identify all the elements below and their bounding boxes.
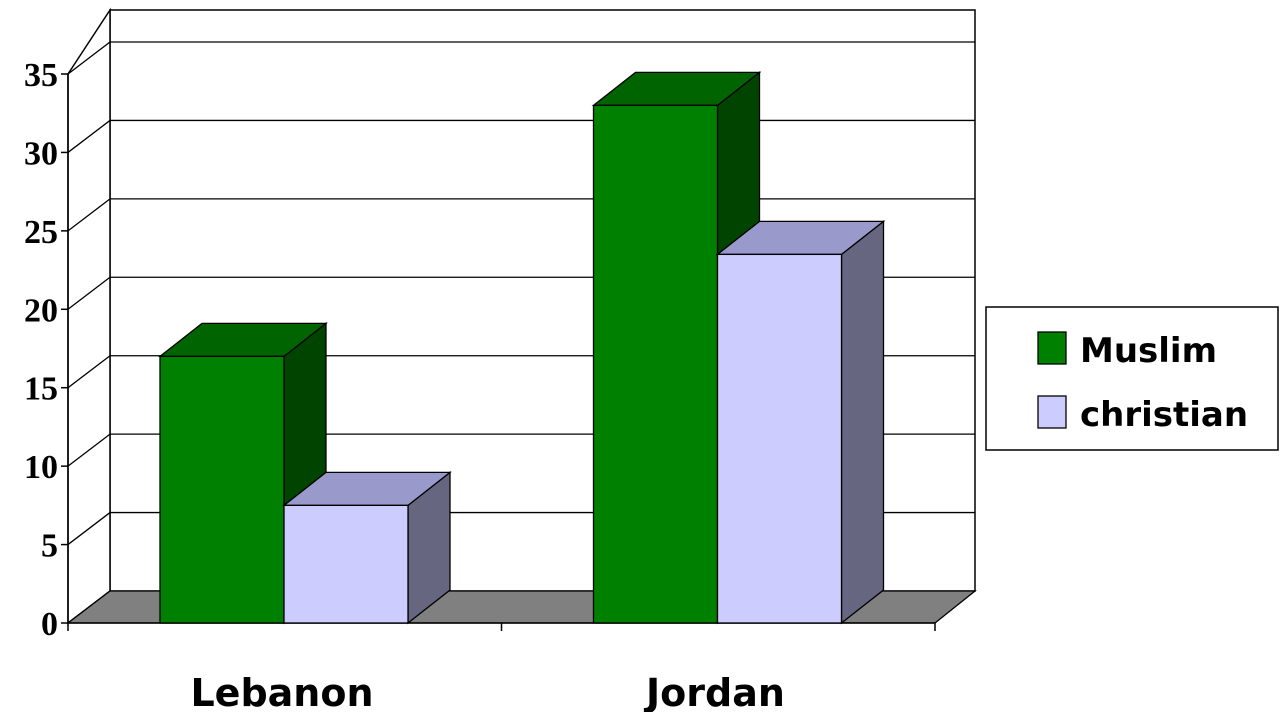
gridline-side	[67, 41, 111, 75]
legend-swatch	[1037, 331, 1067, 365]
bar-christian-jordan	[715, 220, 886, 625]
side-wall	[67, 7, 111, 625]
gridline-side	[67, 119, 111, 153]
x-category-label: Lebanon	[190, 671, 373, 712]
bar-christian-lebanon	[282, 471, 452, 625]
x-axis-labels: Lebanon Jordan	[190, 671, 784, 712]
bar-front	[159, 355, 285, 624]
y-tick-label: 25	[24, 214, 58, 251]
bar-front	[283, 504, 409, 624]
y-tick-label: 35	[24, 57, 58, 94]
y-tick-label: 20	[24, 292, 58, 329]
legend-label: Muslim	[1080, 331, 1217, 371]
y-tick-label: 10	[24, 449, 58, 486]
gridline-side	[67, 512, 111, 546]
gridline-side	[67, 276, 111, 310]
x-category-label: Jordan	[643, 671, 785, 712]
legend-label: christian	[1080, 395, 1248, 435]
y-tick-label: 15	[24, 371, 58, 408]
legend-swatch	[1037, 395, 1067, 429]
gridline-side	[67, 355, 111, 389]
bar-front	[592, 104, 719, 624]
y-tick-label: 30	[24, 135, 58, 172]
legend: Muslim christian	[985, 306, 1279, 451]
y-tick-label: 0	[41, 606, 58, 643]
gridline-side	[67, 198, 111, 232]
bar-front	[716, 253, 843, 624]
legend-box	[985, 306, 1279, 451]
bar-side	[840, 220, 885, 625]
gridline-side	[67, 433, 111, 467]
bars	[158, 71, 886, 625]
y-tick-label: 5	[41, 528, 58, 565]
